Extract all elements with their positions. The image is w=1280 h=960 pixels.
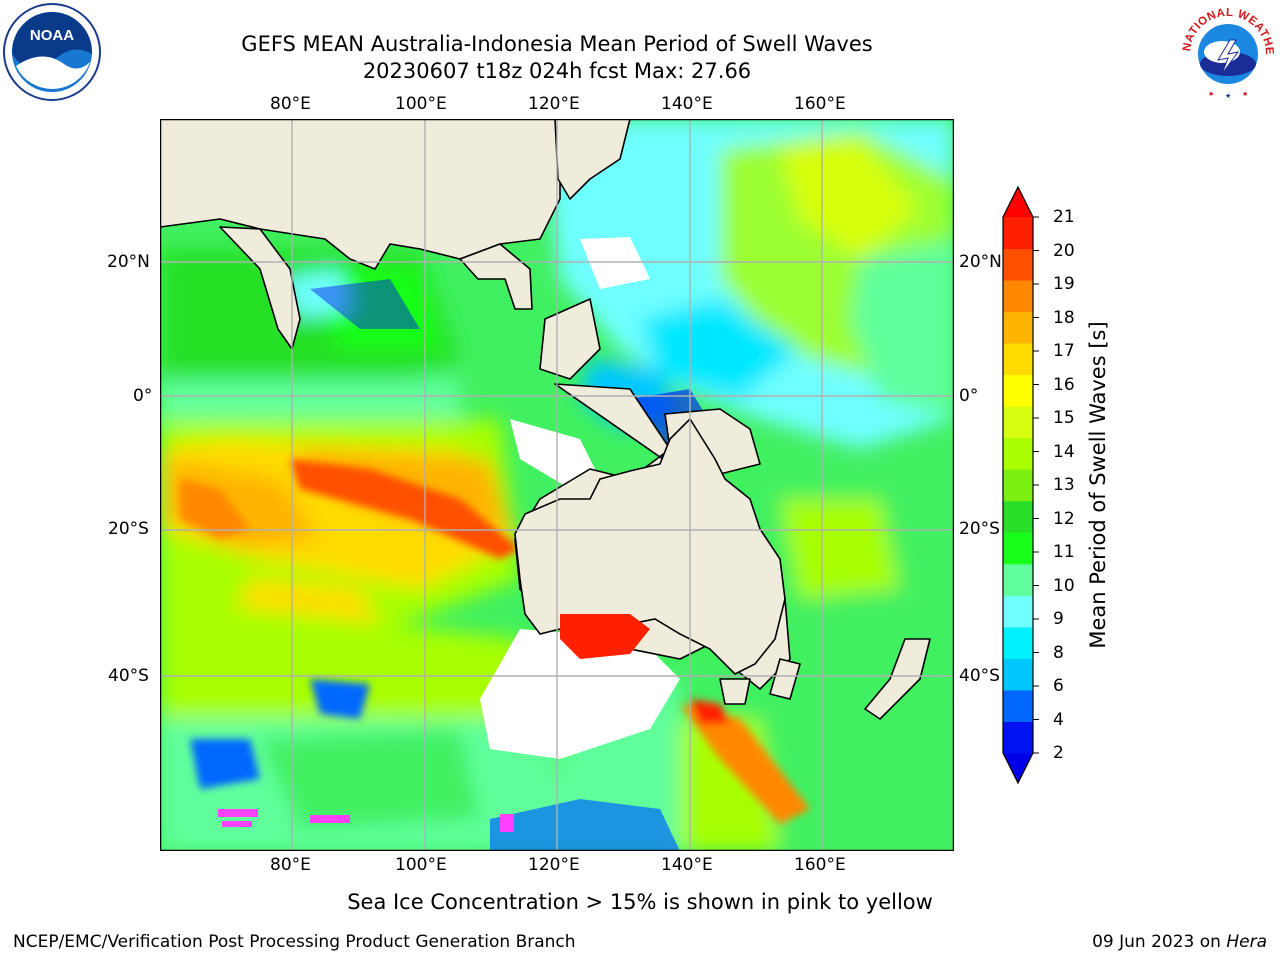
colorbar-tick-label: 13 [1053, 475, 1075, 495]
colorbar-segment [1003, 721, 1033, 754]
colorbar-segment [1003, 406, 1033, 439]
lat-tick-right: 40°S [959, 666, 1000, 686]
colorbar-tick-label: 17 [1053, 341, 1075, 361]
colorbar-tick-label: 14 [1053, 441, 1075, 462]
map-panel [160, 119, 954, 851]
svg-text:★: ★ [1242, 90, 1248, 98]
colorbar [1002, 185, 1039, 785]
sea-ice-markers [218, 809, 514, 832]
colorbar-tick-label: 16 [1053, 374, 1075, 395]
lat-tick-left: 40°S [108, 666, 149, 686]
colorbar-tick-label: 15 [1053, 408, 1075, 428]
colorbar-tick-label: 20 [1053, 240, 1075, 261]
swell-period-peaks [180, 459, 810, 824]
swell-period-map [160, 119, 954, 851]
colorbar-tick-label: 4 [1053, 709, 1064, 730]
lon-tick-top: 100°E [395, 94, 447, 114]
noaa-logo-text: NOAA [30, 27, 74, 44]
lat-tick-left: 0° [133, 386, 153, 406]
footer-date: 09 Jun 2023 on Hera [1092, 932, 1267, 952]
colorbar-segment [1003, 658, 1033, 691]
lon-tick-top: 120°E [528, 94, 580, 114]
colorbar-segment [1003, 626, 1033, 659]
lon-tick-bottom: 100°E [395, 855, 447, 875]
lon-tick-bottom: 120°E [528, 855, 580, 875]
colorbar-segment [1003, 500, 1033, 533]
lat-tick-left: 20°N [107, 252, 150, 272]
noaa-logo-icon: NOAA [3, 3, 101, 101]
colorbar-tick-label: 6 [1053, 676, 1064, 696]
nws-logo-icon: NATIONAL WEATHER SERVICE ★ ★ ★ [1177, 2, 1276, 102]
lon-tick-top: 140°E [661, 94, 713, 114]
colorbar-segment [1003, 374, 1033, 407]
colorbar-segment [1003, 311, 1033, 344]
footer-host: Hera [1226, 932, 1267, 952]
no-data-region [480, 629, 680, 759]
colorbar-segment [1003, 248, 1033, 281]
colorbar-segment [1003, 280, 1033, 313]
chart-subtitle: 20230607 t18z 024h fcst Max: 27.66 [362, 59, 752, 83]
colorbar-segment [1003, 532, 1033, 565]
colorbar-label: Mean Period of Swell Waves [s] [1086, 321, 1110, 649]
footer-credit: NCEP/EMC/Verification Post Processing Pr… [13, 932, 576, 952]
colorbar-segment [1003, 689, 1033, 722]
colorbar-extend-high [1003, 187, 1033, 217]
map-gridlines [160, 119, 954, 851]
lat-tick-right: 0° [959, 386, 979, 406]
colorbar-tick-label: 12 [1053, 508, 1075, 529]
colorbar-segment [1003, 469, 1033, 502]
lon-tick-bottom: 160°E [794, 855, 846, 875]
chart-title: GEFS MEAN Australia-Indonesia Mean Perio… [241, 32, 873, 56]
colorbar-tick-label: 9 [1053, 609, 1064, 629]
lon-tick-bottom: 140°E [661, 855, 713, 875]
coastal-low-period [490, 799, 680, 851]
colorbar-tick-label: 2 [1053, 743, 1064, 763]
footer-date-text: 09 Jun 2023 on [1092, 932, 1221, 952]
colorbar-segment [1003, 595, 1033, 628]
svg-text:★: ★ [1225, 92, 1231, 100]
colorbar-tick-label: 8 [1053, 642, 1064, 663]
colorbar-tick-label: 18 [1053, 307, 1075, 328]
colorbar-tick-label: 11 [1053, 542, 1075, 562]
lon-tick-top: 160°E [794, 94, 846, 114]
lon-tick-top: 80°E [270, 94, 311, 114]
colorbar-tick-label: 21 [1053, 207, 1075, 227]
colorbar-extend-low [1003, 753, 1033, 783]
colorbar-tick-label: 19 [1053, 274, 1075, 294]
sea-ice-note: Sea Ice Concentration > 15% is shown in … [347, 890, 933, 914]
lat-tick-right: 20°S [959, 519, 1000, 539]
colorbar-segment [1003, 217, 1033, 250]
lat-tick-right: 20°N [959, 252, 1002, 272]
lat-tick-left: 20°S [108, 519, 149, 539]
lon-tick-bottom: 80°E [270, 855, 311, 875]
colorbar-segment [1003, 343, 1033, 376]
colorbar-segment [1003, 563, 1033, 596]
colorbar-tick-label: 10 [1053, 575, 1075, 596]
colorbar-segment [1003, 437, 1033, 470]
svg-text:★: ★ [1208, 90, 1214, 98]
